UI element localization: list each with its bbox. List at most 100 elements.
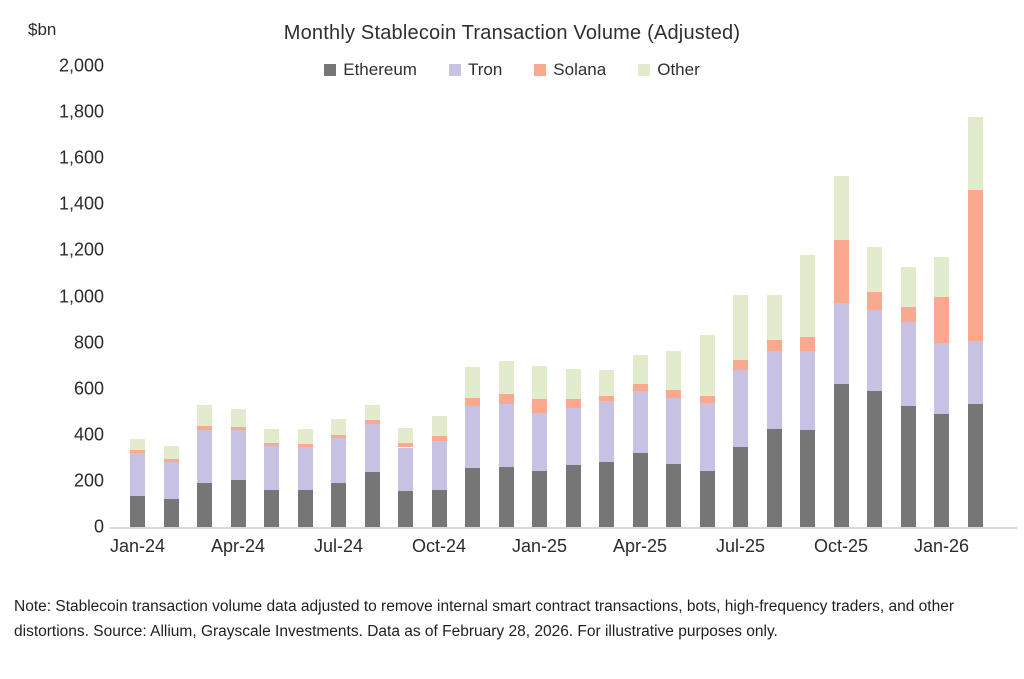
x-tick-label: Oct-24	[411, 536, 467, 556]
solana-segment	[800, 336, 815, 351]
x-tick-label: Oct-25	[813, 536, 869, 556]
tron-segment	[900, 321, 916, 406]
tron-segment	[599, 401, 614, 463]
solana-segment	[666, 389, 681, 398]
bar-Jan-25	[532, 0, 547, 527]
solana-segment	[766, 340, 782, 351]
tron-segment	[230, 430, 246, 480]
other-segment	[699, 334, 715, 396]
legend-label-ethereum: Ethereum	[343, 60, 417, 79]
y-tick-label: 200	[73, 470, 104, 491]
ethereum-segment	[130, 495, 145, 527]
solana-segment	[934, 296, 949, 343]
ethereum-segment	[967, 403, 983, 527]
bar-Dec-24	[498, 0, 514, 527]
other-segment	[331, 418, 346, 435]
tron-segment	[197, 430, 212, 484]
other-swatch-icon	[638, 64, 651, 76]
ethereum-segment	[431, 490, 447, 527]
footnote-text: Note: Stablecoin transaction volume data…	[14, 598, 954, 640]
tron-segment	[465, 406, 480, 469]
solana-segment	[498, 394, 514, 404]
ethereum-segment	[800, 430, 815, 527]
tron-segment	[398, 447, 413, 492]
solana-segment	[264, 442, 279, 447]
y-tick-label: 1,000	[58, 286, 104, 306]
bar-Apr-25	[632, 0, 648, 527]
tron-segment	[163, 462, 179, 500]
tron-segment	[934, 342, 949, 415]
x-tick-label: Jul-24	[313, 536, 364, 556]
tron-segment	[699, 402, 715, 471]
bar-Aug-24	[364, 0, 380, 527]
x-tick-label: Apr-24	[210, 536, 266, 556]
legend-label-solana: Solana	[553, 60, 607, 79]
y-tick-label: 400	[73, 424, 104, 445]
solana-segment	[699, 395, 715, 403]
solana-segment	[465, 397, 480, 406]
legend-label-tron: Tron	[467, 60, 503, 79]
chart-title: Monthly Stablecoin Transaction Volume (A…	[283, 22, 741, 44]
tron-segment	[632, 391, 648, 454]
other-segment	[297, 429, 313, 445]
y-tick-label: 1,400	[58, 193, 104, 214]
tron-segment	[666, 397, 681, 464]
solana-segment	[565, 399, 581, 409]
other-segment	[498, 361, 514, 395]
solana-segment	[833, 240, 849, 304]
bar-Dec-25	[900, 0, 916, 527]
solana-segment	[733, 359, 748, 371]
other-segment	[532, 365, 547, 400]
bar-Sep-24	[398, 0, 413, 527]
bar-May-25	[666, 0, 681, 527]
y-tick-label: 0	[93, 516, 104, 537]
solana-segment	[632, 384, 648, 392]
ethereum-segment	[197, 483, 212, 527]
y-tick-label: 1,600	[58, 147, 104, 168]
ethereum-segment	[599, 462, 614, 527]
other-segment	[766, 295, 782, 341]
other-segment	[833, 175, 849, 241]
bar-Nov-24	[465, 0, 480, 527]
solana-segment	[398, 442, 413, 448]
tron-segment	[967, 341, 983, 404]
other-segment	[364, 404, 380, 420]
other-segment	[666, 350, 681, 390]
ethereum-segment	[733, 447, 748, 527]
legend-item-tron: Tron	[448, 60, 503, 80]
tron-segment	[130, 453, 145, 496]
legend-item-solana: Solana	[534, 60, 606, 80]
x-axis-labels: Jan-24 Apr-24 Jul-24 Oct-24 Jan-25 Apr-25 Jul-…	[0, 536, 1024, 560]
x-axis-line	[110, 527, 1017, 529]
ethereum-segment	[498, 467, 514, 527]
ethereum-segment	[398, 491, 413, 527]
bar-Sep-25	[800, 0, 815, 527]
ethereum-segment	[264, 490, 279, 527]
other-segment	[130, 439, 145, 450]
plot-area	[112, 0, 1017, 527]
tron-segment	[833, 303, 849, 385]
other-segment	[934, 257, 949, 297]
bar-Mar-25	[599, 0, 614, 527]
tron-segment	[498, 403, 514, 468]
other-segment	[465, 366, 480, 398]
ethereum-segment	[565, 464, 581, 527]
solana-segment	[532, 399, 547, 413]
ethereum-segment	[230, 479, 246, 527]
bar-Jan-24	[130, 0, 145, 527]
other-segment	[867, 246, 882, 292]
tron-segment	[431, 440, 447, 491]
y-tick-label: 800	[73, 332, 104, 353]
other-segment	[599, 370, 614, 396]
bar-Jul-24	[331, 0, 346, 527]
tron-segment	[532, 412, 547, 471]
other-segment	[632, 355, 648, 385]
other-segment	[431, 416, 447, 436]
ethereum-segment	[766, 429, 782, 527]
ethereum-segment	[632, 453, 648, 527]
bar-Jul-25	[733, 0, 748, 527]
bar-Jun-24	[297, 0, 313, 527]
other-segment	[398, 427, 413, 443]
other-segment	[967, 116, 983, 191]
x-tick-label: Jan-25	[511, 536, 568, 556]
